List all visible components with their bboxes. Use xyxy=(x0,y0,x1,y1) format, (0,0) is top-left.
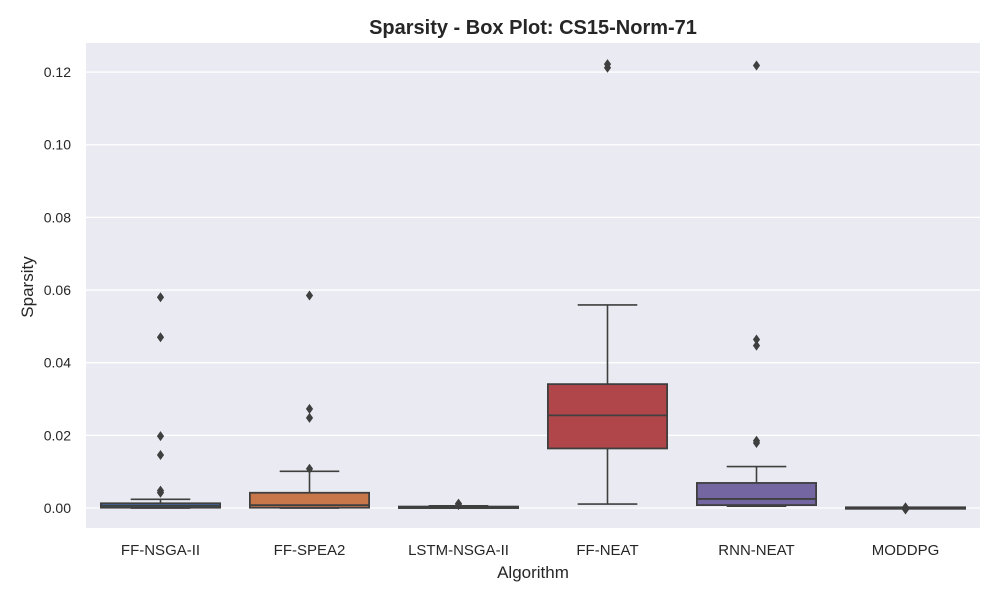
outlier-point xyxy=(305,403,314,414)
outlier-point xyxy=(454,498,463,509)
y-tick-label: 0.00 xyxy=(44,500,71,516)
outlier-point xyxy=(156,292,165,303)
outlier-point xyxy=(752,435,761,446)
box-series xyxy=(100,59,967,515)
y-tick-labels: 0.00 0.02 0.04 0.06 0.08 0.10 0.12 xyxy=(44,64,71,516)
outlier-point xyxy=(752,334,761,345)
box-iqr xyxy=(696,482,818,507)
box-iqr xyxy=(547,383,669,450)
outlier-point xyxy=(156,449,165,460)
box-ff-nsga-ii xyxy=(100,292,221,509)
x-tick-label: MODDPG xyxy=(872,542,940,559)
plot-area xyxy=(86,43,980,528)
outlier-point xyxy=(305,412,314,423)
box-iqr xyxy=(248,491,370,509)
outlier-point xyxy=(752,340,761,351)
x-tick-label: LSTM-NSGA-II xyxy=(408,542,509,559)
outlier-point xyxy=(156,332,165,343)
box-ff-neat xyxy=(547,59,669,505)
x-tick-label: FF-SPEA2 xyxy=(274,542,346,559)
outlier-point xyxy=(901,502,910,513)
y-tick-label: 0.06 xyxy=(44,282,71,298)
y-tick-label: 0.12 xyxy=(44,64,71,80)
chart-title: Sparsity - Box Plot: CS15-Norm-71 xyxy=(369,17,697,39)
outlier-point xyxy=(752,60,761,71)
x-tick-label: FF-NSGA-II xyxy=(121,542,200,559)
y-tick-label: 0.10 xyxy=(44,137,71,153)
y-tick-label: 0.02 xyxy=(44,427,71,443)
x-tick-labels: FF-NSGA-II FF-SPEA2 LSTM-NSGA-II FF-NEAT RNN… xyxy=(121,542,939,559)
y-tick-label: 0.08 xyxy=(44,209,71,225)
box-ff-spea2 xyxy=(248,290,370,509)
grid-lines xyxy=(86,71,980,509)
outlier-point xyxy=(305,290,314,301)
box-lstm-nsga-ii xyxy=(397,498,519,511)
x-axis-label: Algorithm xyxy=(497,563,569,582)
y-tick-label: 0.04 xyxy=(44,355,71,371)
outlier-point xyxy=(156,431,165,442)
outlier-point xyxy=(603,59,612,70)
box-rnn-neat xyxy=(696,60,818,508)
outlier-point xyxy=(305,463,314,474)
box-moddpg xyxy=(845,502,967,515)
x-tick-label: RNN-NEAT xyxy=(718,542,794,559)
y-axis-label: Sparsity xyxy=(18,256,37,318)
x-tick-label: FF-NEAT xyxy=(576,542,638,559)
outlier-point xyxy=(156,485,165,496)
